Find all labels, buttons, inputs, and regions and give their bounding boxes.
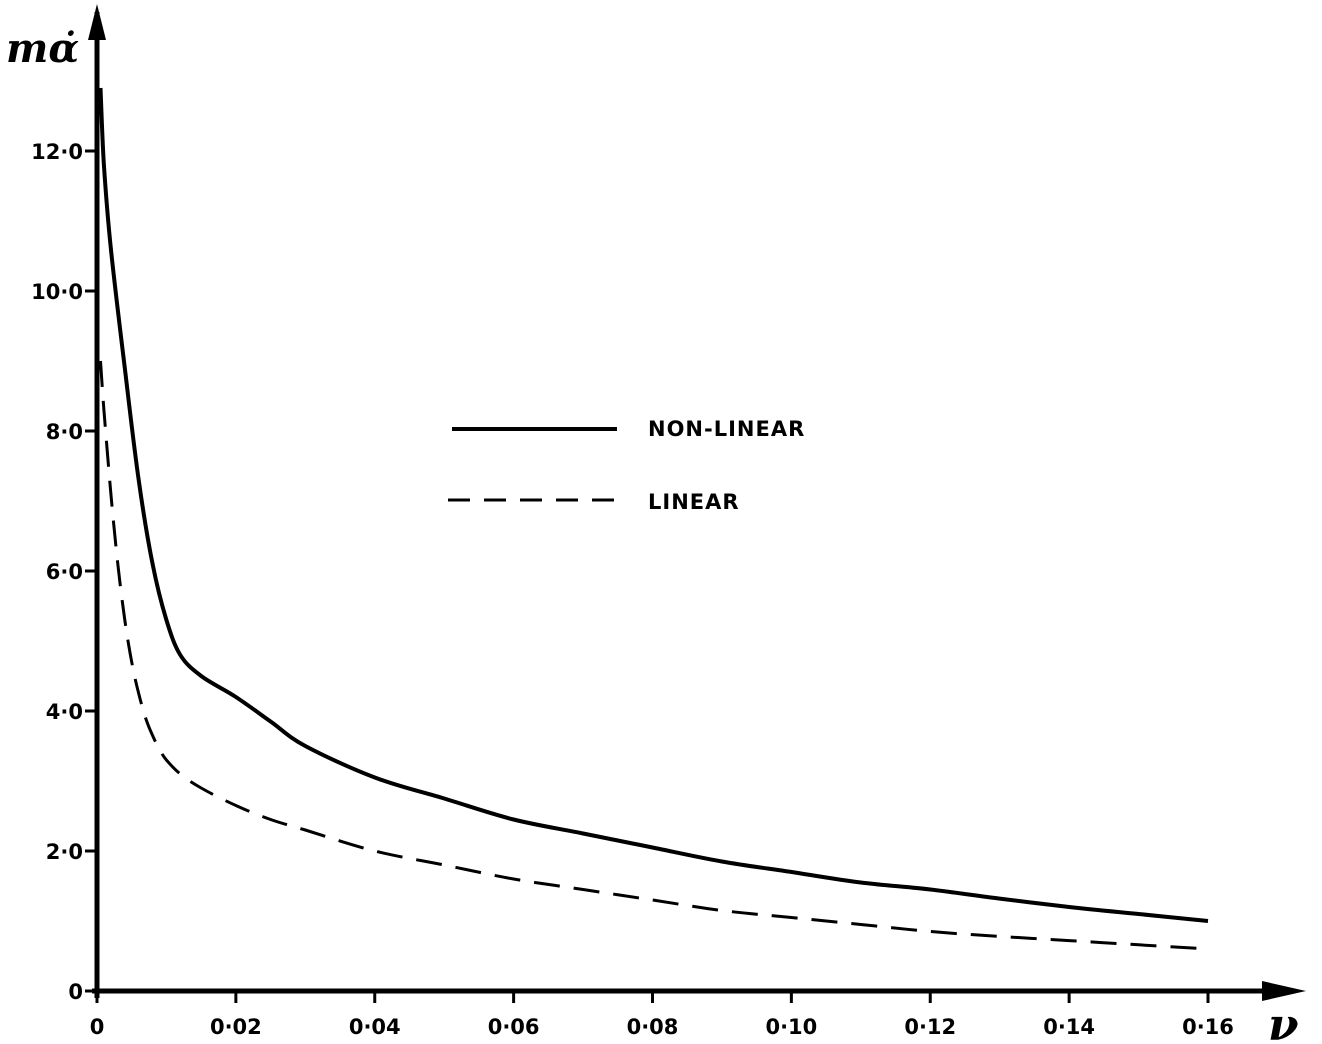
- legend-label-non-linear: NON-LINEAR: [648, 417, 805, 441]
- x-axis-label: ν: [1268, 1000, 1299, 1044]
- x-tick-label: 0·12: [904, 1015, 956, 1039]
- y-tick-label: 12·0: [31, 140, 83, 164]
- y-tick-label: 10·0: [31, 280, 83, 304]
- x-tick-label: 0·02: [210, 1015, 262, 1039]
- x-tick-label: 0·16: [1182, 1015, 1234, 1039]
- plot-area: [88, 4, 1306, 1001]
- x-tick-label: 0·14: [1043, 1015, 1095, 1039]
- legend: NON-LINEAR LINEAR: [448, 417, 805, 514]
- x-tick-label: 0·10: [765, 1015, 817, 1039]
- y-tick-label: 6·0: [46, 560, 83, 584]
- y-tick-label: 2·0: [46, 840, 83, 864]
- series-line-non-linear: [98, 87, 1209, 923]
- y-axis-arrowhead: [88, 4, 106, 40]
- x-axis-arrowhead: [1262, 981, 1306, 1001]
- y-axis-label: mα̇: [6, 25, 79, 72]
- y-tick-label: 0: [68, 980, 83, 1004]
- x-tick-label: 0: [90, 1015, 105, 1039]
- x-tick-label: 0·08: [627, 1015, 679, 1039]
- x-tick-label: 0·04: [349, 1015, 401, 1039]
- x-ticks: 0 0·02 0·04 0·06 0·08 0·10 0·12 0·14 0·16: [90, 991, 1234, 1039]
- series-layer: [98, 87, 1209, 951]
- y-tick-label: 8·0: [46, 420, 83, 444]
- y-ticks: 0 2·0 4·0 6·0 8·0 10·0 12·0: [31, 140, 97, 1004]
- y-tick-label: 4·0: [46, 700, 83, 724]
- x-tick-label: 0·06: [488, 1015, 540, 1039]
- series-line-linear: [99, 360, 1209, 951]
- legend-label-linear: LINEAR: [648, 490, 740, 514]
